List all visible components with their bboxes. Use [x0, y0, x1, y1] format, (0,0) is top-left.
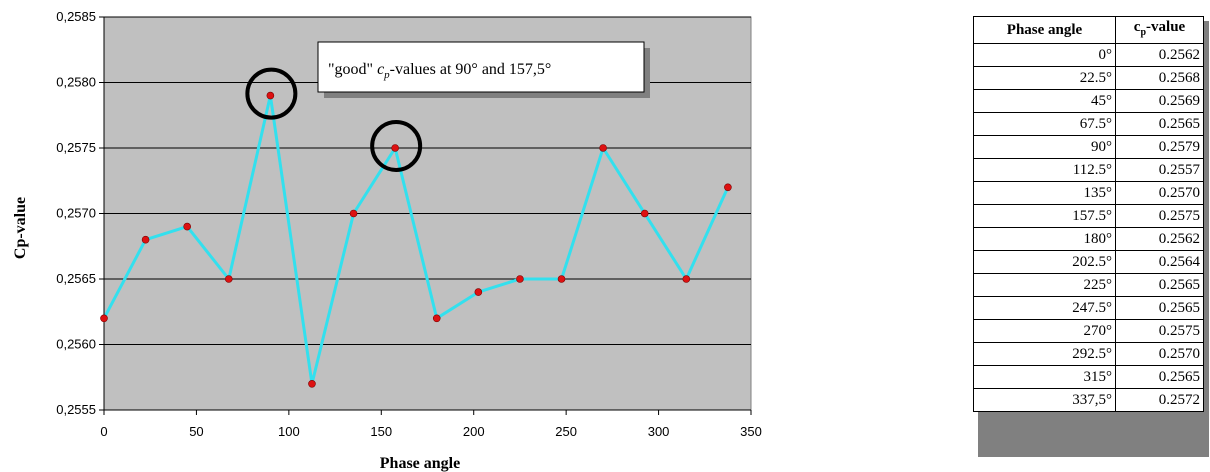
table-row: 247.5° 0.2565: [973, 296, 1204, 320]
cp-value-cell: 0.2565: [1115, 296, 1204, 320]
phase-angle-cell: 247.5°: [973, 296, 1116, 320]
x-tick-label: 50: [189, 424, 203, 439]
phase-angle-cell: 202.5°: [973, 250, 1116, 274]
phase-angle-cell: 112.5°: [973, 158, 1116, 182]
table-row: 315° 0.2565: [973, 365, 1204, 389]
data-point: [640, 209, 649, 218]
phase-angle-cell: 270°: [973, 319, 1116, 343]
x-tick-label: 250: [555, 424, 577, 439]
cp-value-cell: 0.2565: [1115, 273, 1204, 297]
cp-value-cell: 0.2570: [1115, 181, 1204, 205]
data-point: [183, 222, 191, 231]
data-points: [100, 91, 732, 388]
cp-value-cell: 0.2575: [1115, 319, 1204, 343]
line-chart: 0,2555 0,2560 0,2565 0,2570 0,2575 0,2580 0,25…: [12, 9, 762, 472]
data-point: [224, 275, 233, 283]
cp-value-cell: 0.2564: [1115, 250, 1204, 274]
y-tick-label: 0,2585: [56, 9, 96, 24]
data-table: Phase angle cp-value 0° 0.2562 22.5° 0.2568…: [973, 16, 1204, 412]
table-row: 202.5° 0.2564: [973, 250, 1204, 274]
table-row: 90° 0.2579: [973, 135, 1204, 159]
data-point: [724, 183, 732, 192]
annotation-text: "good" cp-values at 90° and 157,5°: [328, 61, 551, 81]
table-header-row: Phase angle cp-value: [973, 16, 1204, 44]
x-tick-label: 350: [740, 424, 762, 439]
cp-value-cell: 0.2570: [1115, 342, 1204, 366]
header-phase-angle: Phase angle: [973, 16, 1116, 44]
cp-value-cell: 0.2557: [1115, 158, 1204, 182]
table-row: 112.5° 0.2557: [973, 158, 1204, 182]
table-row: 67.5° 0.2565: [973, 112, 1204, 136]
phase-angle-cell: 180°: [973, 227, 1116, 251]
data-point: [557, 275, 566, 283]
table-row: 270° 0.2575: [973, 319, 1204, 343]
y-axis-ticks: 0,2555 0,2560 0,2565 0,2570 0,2575 0,2580 0,25…: [56, 9, 104, 417]
phase-angle-cell: 225°: [973, 273, 1116, 297]
y-tick-label: 0,2575: [56, 140, 96, 155]
y-tick-label: 0,2580: [56, 75, 96, 90]
data-point: [516, 275, 524, 283]
x-tick-label: 150: [370, 424, 392, 439]
x-axis-title: Phase angle: [380, 455, 460, 472]
data-table-container: Phase angle cp-value 0° 0.2562 22.5° 0.2568…: [973, 16, 1204, 412]
cp-value-cell: 0.2575: [1115, 204, 1204, 228]
data-point: [349, 209, 358, 218]
phase-angle-cell: 337,5°: [973, 388, 1116, 412]
highlight-circle: [370, 120, 423, 172]
phase-angle-cell: 135°: [973, 181, 1116, 205]
y-tick-label: 0,2560: [56, 337, 96, 352]
highlight-circles: [245, 67, 423, 172]
table-row: 0° 0.2562: [973, 43, 1204, 67]
table-row: 135° 0.2570: [973, 181, 1204, 205]
phase-angle-cell: 0°: [973, 43, 1116, 67]
phase-angle-cell: 90°: [973, 135, 1116, 159]
x-tick-label: 200: [463, 424, 485, 439]
highlight-circle: [245, 67, 298, 120]
y-axis-title: Cp-value: [12, 197, 29, 259]
table-row: 180° 0.2562: [973, 227, 1204, 251]
annotation-box: "good" cp-values at 90° and 157,5°: [317, 41, 650, 98]
cp-value-cell: 0.2562: [1115, 43, 1204, 67]
data-point: [308, 379, 316, 388]
cp-value-cell: 0.2579: [1115, 135, 1204, 159]
header-cp-value: cp-value: [1115, 16, 1204, 44]
phase-angle-cell: 67.5°: [973, 112, 1116, 136]
x-tick-label: 100: [278, 424, 300, 439]
data-point: [682, 275, 691, 283]
phase-angle-cell: 45°: [973, 89, 1116, 113]
data-point: [100, 314, 108, 323]
table-row: 157.5° 0.2575: [973, 204, 1204, 228]
phase-angle-cell: 292.5°: [973, 342, 1116, 366]
table-row: 337,5° 0.2572: [973, 388, 1204, 412]
x-axis-ticks: 0 50 100 150 200 250 300 350: [100, 410, 762, 439]
data-point: [391, 144, 399, 152]
y-tick-label: 0,2570: [56, 206, 96, 221]
data-point: [474, 288, 483, 296]
phase-angle-cell: 157.5°: [973, 204, 1116, 228]
cp-value-cell: 0.2572: [1115, 388, 1204, 412]
cp-value-cell: 0.2568: [1115, 66, 1204, 90]
x-tick-label: 0: [100, 424, 107, 439]
cp-value-cell: 0.2562: [1115, 227, 1204, 251]
phase-angle-cell: 22.5°: [973, 66, 1116, 90]
data-point: [599, 144, 607, 152]
y-tick-label: 0,2565: [56, 271, 96, 286]
table-row: 292.5° 0.2570: [973, 342, 1204, 366]
x-tick-label: 300: [648, 424, 670, 439]
table-row: 225° 0.2565: [973, 273, 1204, 297]
y-tick-label: 0,2555: [56, 402, 96, 417]
phase-angle-cell: 315°: [973, 365, 1116, 389]
table-row: 22.5° 0.2568: [973, 66, 1204, 90]
data-point: [141, 235, 150, 244]
table-row: 45° 0.2569: [973, 89, 1204, 113]
data-point: [266, 91, 275, 100]
cp-value-cell: 0.2565: [1115, 365, 1204, 389]
series-line: [102, 94, 730, 386]
data-point: [432, 314, 441, 323]
cp-value-cell: 0.2565: [1115, 112, 1204, 136]
cp-value-cell: 0.2569: [1115, 89, 1204, 113]
